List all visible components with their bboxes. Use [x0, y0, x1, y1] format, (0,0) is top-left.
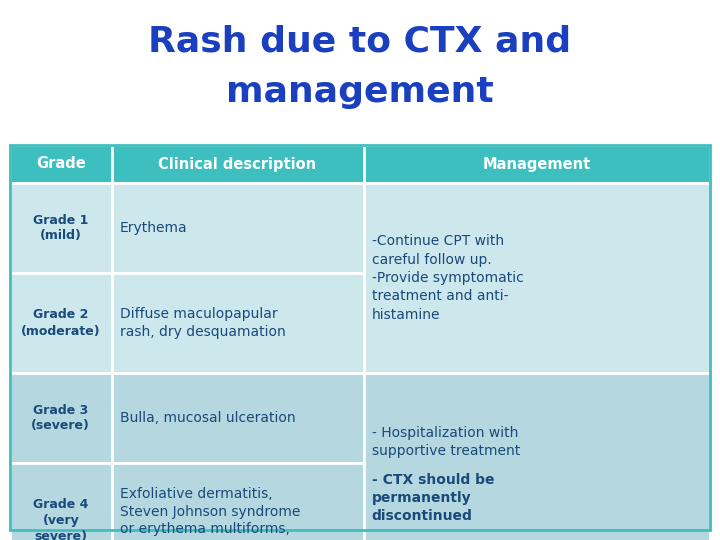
Bar [112, 183, 364, 273]
Text: Erythema: Erythema [120, 221, 187, 235]
Text: - Hospitalization with
supportive treatment: - Hospitalization with supportive treatm… [372, 426, 520, 458]
Text: Grade 1
(mild): Grade 1 (mild) [33, 213, 89, 242]
Bar [10, 373, 112, 463]
Bar [112, 463, 364, 540]
Text: Grade 4
(very
severe): Grade 4 (very severe) [33, 498, 89, 540]
Text: Grade 3
(severe): Grade 3 (severe) [31, 403, 90, 433]
Bar [10, 273, 112, 373]
Text: Rash due to CTX and: Rash due to CTX and [148, 25, 572, 59]
Bar [10, 183, 112, 273]
Text: Grade 2
(moderate): Grade 2 (moderate) [21, 308, 101, 338]
Bar [10, 463, 112, 540]
Bar [112, 373, 364, 463]
Bar [364, 145, 710, 183]
Bar [112, 145, 364, 183]
Text: Exfoliative dermatitis,
Steven Johnson syndrome
or erythema multiforms,
moist de: Exfoliative dermatitis, Steven Johnson s… [120, 487, 300, 540]
Text: Diffuse maculopapular
rash, dry desquamation: Diffuse maculopapular rash, dry desquama… [120, 307, 285, 339]
Text: Management: Management [482, 157, 591, 172]
Text: -Continue CPT with
careful follow up.
-Provide symptomatic
treatment and anti-
h: -Continue CPT with careful follow up. -P… [372, 234, 523, 322]
Bar [364, 183, 710, 373]
Text: management: management [226, 75, 494, 109]
Text: Bulla, mucosal ulceration: Bulla, mucosal ulceration [120, 411, 295, 425]
Bar [10, 145, 112, 183]
Text: Grade: Grade [36, 157, 86, 172]
Bar [364, 373, 710, 540]
Bar [112, 273, 364, 373]
Bar [10, 145, 710, 530]
Text: - CTX should be
permanently
discontinued: - CTX should be permanently discontinued [372, 472, 494, 523]
Text: Clinical description: Clinical description [158, 157, 317, 172]
